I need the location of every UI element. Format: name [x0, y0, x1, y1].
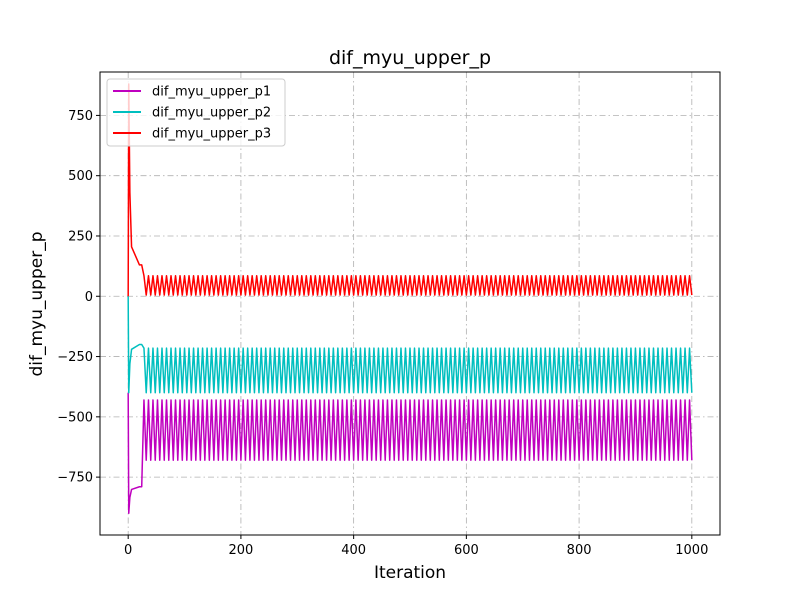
axis-ticks: 0 200 400 600 800 1000 −750 −500 −250 0 250 500 750 — [57, 109, 708, 558]
x-tick-label: 0 — [124, 543, 132, 558]
x-tick-label: 800 — [567, 543, 592, 558]
series-line-2 — [127, 296, 693, 394]
plot-frame — [99, 71, 721, 536]
y-tick-label: −500 — [57, 410, 93, 425]
legend-label: dif_myu_upper_p2 — [152, 106, 271, 121]
y-axis-title: dif_myu_upper_p — [27, 232, 47, 377]
x-tick-label: 600 — [454, 543, 479, 558]
x-tick-label: 200 — [228, 543, 253, 558]
x-tick-label: 400 — [341, 543, 366, 558]
y-tick-label: −250 — [57, 350, 93, 365]
series-line-3 — [127, 83, 693, 297]
x-axis-title: Iteration — [374, 563, 446, 583]
y-tick-label: 250 — [68, 229, 93, 244]
legend-label: dif_myu_upper_p1 — [152, 85, 271, 100]
y-tick-label: 750 — [68, 109, 93, 124]
y-tick-label: −750 — [57, 471, 93, 486]
legend-label: dif_myu_upper_p3 — [152, 127, 271, 142]
series-line-1 — [127, 392, 693, 515]
y-tick-label: 0 — [85, 290, 93, 305]
y-tick-label: 500 — [68, 169, 93, 184]
legend-box — [106, 78, 286, 147]
x-tick-label: 1000 — [675, 543, 708, 558]
series-layer — [127, 83, 693, 515]
legend: dif_myu_upper_p1 dif_myu_upper_p2 dif_myu_… — [106, 78, 286, 147]
chart-title: dif_myu_upper_p — [329, 47, 491, 69]
